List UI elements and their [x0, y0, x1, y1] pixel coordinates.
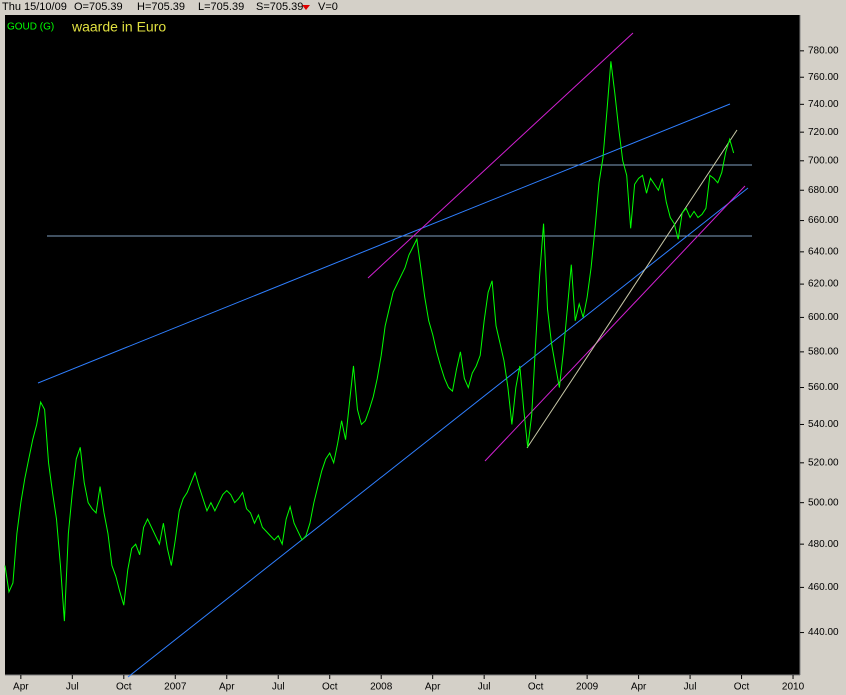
- x-tick-label: Apr: [219, 682, 235, 693]
- info-bar: Thu 15/10/09 O=705.39 H=705.39 L=705.39 …: [2, 1, 338, 13]
- x-tick-label: Oct: [734, 682, 750, 693]
- y-tick-label: 620.00: [808, 279, 839, 290]
- plot-area: [5, 15, 800, 675]
- x-tick-label: Apr: [631, 682, 647, 693]
- chart-subtitle: waarde in Euro: [71, 19, 166, 35]
- info-date: Thu 15/10/09: [2, 1, 67, 13]
- down-arrow: [302, 5, 310, 10]
- x-tick-label: Jul: [272, 682, 285, 693]
- y-tick-label: 540.00: [808, 419, 839, 430]
- y-tick-label: 440.00: [808, 627, 839, 638]
- y-tick-label: 780.00: [808, 45, 839, 56]
- x-tick-label: Jul: [66, 682, 79, 693]
- y-tick-label: 560.00: [808, 382, 839, 393]
- y-tick-label: 500.00: [808, 497, 839, 508]
- trend-line: [526, 129, 738, 449]
- y-tick-label: 480.00: [808, 539, 839, 550]
- y-tick-label: 720.00: [808, 127, 839, 138]
- trend-line: [37, 103, 731, 384]
- channel-line: [484, 185, 746, 462]
- info-open: O=705.39: [74, 1, 123, 13]
- x-tick-label: 2007: [164, 682, 187, 693]
- x-tick-label: 2008: [370, 682, 393, 693]
- price-line: [4, 61, 735, 622]
- x-tick-label: Jul: [684, 682, 697, 693]
- x-tick-label: 2009: [576, 682, 599, 693]
- channel-line: [367, 32, 634, 279]
- chart-title: GOUD (G): [7, 22, 54, 33]
- x-tick-label: 2010: [782, 682, 805, 693]
- y-tick-label: 660.00: [808, 215, 839, 226]
- y-tick-label: 640.00: [808, 246, 839, 257]
- y-tick-label: 460.00: [808, 582, 839, 593]
- info-high: H=705.39: [137, 1, 185, 13]
- x-tick-label: Apr: [425, 682, 441, 693]
- y-tick-label: 760.00: [808, 72, 839, 83]
- y-tick-label: 680.00: [808, 185, 839, 196]
- y-tick-label: 580.00: [808, 347, 839, 358]
- x-tick-label: Oct: [116, 682, 132, 693]
- info-close: S=705.39: [256, 1, 303, 13]
- x-tick-label: Apr: [13, 682, 29, 693]
- info-low: L=705.39: [198, 1, 244, 13]
- trend-lines: [37, 32, 752, 678]
- info-volume: V=0: [318, 1, 338, 13]
- y-tick-label: 740.00: [808, 99, 839, 110]
- y-tick-label: 700.00: [808, 155, 839, 166]
- x-tick-label: Oct: [322, 682, 338, 693]
- y-tick-label: 600.00: [808, 312, 839, 323]
- x-tick-label: Oct: [528, 682, 544, 693]
- x-tick-label: Jul: [478, 682, 491, 693]
- y-tick-label: 520.00: [808, 457, 839, 468]
